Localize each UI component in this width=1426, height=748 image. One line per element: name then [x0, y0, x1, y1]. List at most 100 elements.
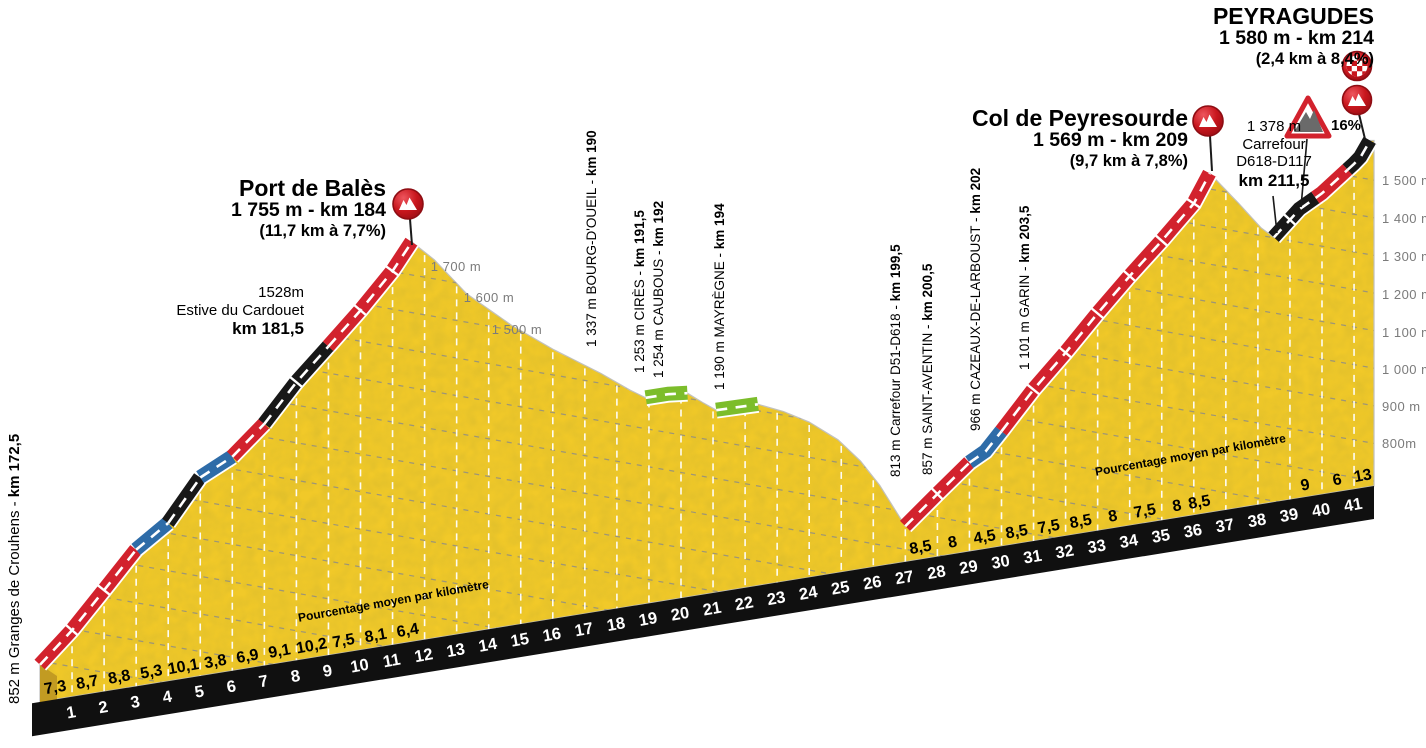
gradient-per-km-label: 7,5 [331, 631, 356, 652]
km-tick-label: 40 [1311, 500, 1332, 521]
marker-stem [1209, 135, 1213, 172]
gradient-per-km-label: 6,4 [395, 620, 420, 641]
km-separator-tick [1122, 269, 1137, 283]
km-tick-label: 24 [798, 583, 820, 604]
gradient-per-km-label: 7,5 [1132, 501, 1157, 522]
road-segment-black [162, 473, 208, 528]
road-segment-green [644, 385, 688, 407]
finish-check [1357, 66, 1363, 72]
elevation-scale-label: 900 m [1382, 399, 1421, 414]
road-segment-red [995, 169, 1218, 437]
road-centerline [1000, 172, 1211, 433]
km-tick-label: 3 [129, 693, 141, 712]
road-segment-red [900, 457, 976, 533]
road-segment-black [258, 341, 335, 429]
gradient-per-km-label: 4,5 [972, 527, 997, 548]
km-tick-label: 32 [1054, 541, 1075, 562]
km-tick-label: 23 [766, 588, 787, 609]
road-segment-blue [131, 517, 174, 557]
road-lower-edge [173, 481, 208, 528]
gridline [40, 140, 1374, 294]
km-tick-label: 36 [1182, 521, 1203, 542]
km-separator-tick [289, 376, 304, 389]
road-lower-edge [1006, 176, 1218, 437]
km-tick-label: 25 [830, 578, 851, 599]
gradient-per-km-label: 8,8 [107, 667, 132, 688]
km-tick-label: 38 [1246, 510, 1267, 531]
km-tick-label: 34 [1118, 531, 1140, 552]
road-segment-blue [965, 426, 1009, 470]
slope-elevation-label: 1 500 m [492, 322, 542, 337]
gradient-per-km-label: 6 [1331, 471, 1343, 489]
finish-check [1351, 60, 1357, 66]
km-separator-tick [1058, 346, 1073, 359]
road-centerline [968, 430, 1003, 464]
road-centerline [231, 422, 266, 458]
km-tick-label: 12 [413, 645, 434, 666]
km-tick-label: 18 [605, 614, 626, 635]
gradient-per-km-label: 3,8 [203, 652, 228, 673]
finish-check [1351, 71, 1357, 77]
gradient-per-km-label: 10,1 [167, 656, 201, 678]
km-separator-tick [1154, 234, 1169, 248]
road-segment-red [1311, 164, 1354, 205]
steep-percentage-label: 16% [1331, 117, 1361, 134]
elevation-scale-label: 1 300 m [1382, 249, 1426, 264]
km-tick-label: 29 [958, 557, 979, 578]
road-lower-edge [1278, 203, 1321, 244]
gradient-per-km-label: 13 [1353, 466, 1374, 486]
road-lower-edge [333, 245, 419, 353]
mountain-glyph [399, 197, 417, 210]
gradient-per-km-label: 8 [1171, 497, 1183, 515]
km-tick-label: 33 [1086, 536, 1107, 557]
slope-elevation-label: 1 600 m [464, 290, 514, 305]
km-separator-tick [1283, 213, 1297, 227]
terrain-side-face [40, 664, 57, 703]
gradient-per-km-label: 5,3 [139, 662, 164, 683]
km-tick-label: 19 [637, 609, 658, 630]
road-lower-edge [237, 428, 271, 463]
km-tick-label: 28 [926, 562, 947, 583]
mountain-glyph [1348, 93, 1366, 106]
road-band [34, 545, 142, 670]
road-segment-red [226, 418, 271, 463]
km-separator-tick [1026, 383, 1041, 396]
road-segment-black [1342, 136, 1378, 176]
km-tick-label: 16 [541, 625, 562, 646]
km-tick-label: 26 [862, 573, 883, 594]
road-centerline [199, 455, 234, 479]
gridline [40, 140, 1374, 181]
km-tick-label: 9 [321, 662, 333, 681]
km-separator-tick [65, 624, 79, 637]
marker-stem [1358, 113, 1366, 140]
gridline [30, 0, 1374, 105]
km-separator-tick [97, 584, 112, 597]
road-lower-edge [1352, 143, 1378, 176]
road-centerline [135, 522, 170, 551]
road-centerline [167, 476, 202, 524]
km-tick-label: 35 [1150, 526, 1171, 547]
gradient-per-km-label: 8,5 [1004, 522, 1029, 543]
gridline [40, 140, 1374, 219]
road-centerline [263, 345, 330, 425]
road-segment-blue [196, 450, 237, 485]
gradient-per-km-label: 8 [1107, 508, 1119, 526]
gradient-per-km-label: 9,1 [267, 641, 292, 662]
road-lower-edge [1319, 174, 1354, 205]
km-tick-label: 41 [1343, 495, 1364, 516]
elevation-scale-label: 800m [1382, 436, 1417, 451]
gradient-per-km-label: 8,1 [363, 626, 388, 647]
road-lower-edge [203, 462, 237, 485]
road-centerline [327, 241, 413, 348]
road-lower-edge [140, 528, 174, 557]
gradient-per-km-label: 8,5 [1187, 492, 1212, 513]
road-centerline [1314, 168, 1349, 199]
hc-climb-icon-port-de-bales [392, 188, 424, 220]
road-lower-edge [646, 399, 688, 407]
road-lower-edge [717, 410, 760, 419]
gridline [40, 320, 1374, 557]
gradient-per-km-label: 8,5 [1068, 512, 1093, 533]
gradient-per-km-label: 8,7 [75, 672, 100, 693]
road-centerline [39, 548, 138, 666]
hc-climb-icon-peyragudes [1341, 84, 1373, 116]
